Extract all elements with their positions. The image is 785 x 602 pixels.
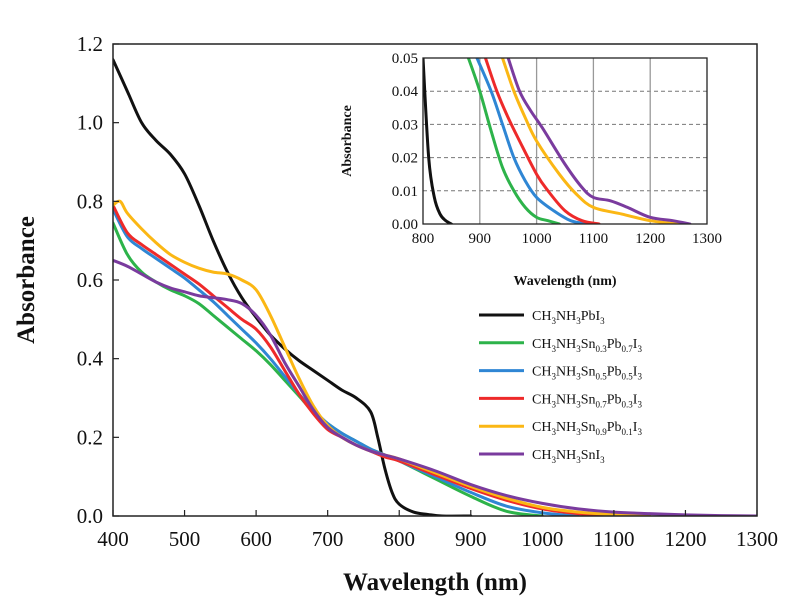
x-tick-label: 800 (383, 527, 415, 551)
y-tick-label: 0.6 (77, 268, 103, 292)
legend-label: CH3NH3Sn0.5Pb0.5I3 (532, 365, 642, 382)
x-tick-label: 1100 (593, 527, 634, 551)
x-tick-label: 1000 (521, 527, 563, 551)
inset-x-tick-label: 800 (412, 231, 435, 247)
y-tick-label: 0.0 (77, 504, 103, 528)
main-series-5 (113, 199, 652, 516)
inset-series-4 (483, 58, 601, 224)
x-tick-label: 700 (312, 527, 344, 551)
inset-x-axis-title: Wavelength (nm) (513, 274, 616, 289)
y-tick-label: 0.2 (77, 425, 103, 449)
inset-series-5 (501, 58, 681, 224)
x-tick-label: 1200 (664, 527, 706, 551)
x-tick-label: 600 (240, 527, 272, 551)
y-tick-label: 1.2 (77, 32, 103, 56)
inset-series-2 (466, 58, 561, 224)
inset-y-tick-label: 0.00 (392, 217, 418, 233)
inset-y-tick-label: 0.04 (392, 84, 419, 100)
inset-series-3 (475, 58, 590, 224)
legend-label: CH3NH3Sn0.7Pb0.3I3 (532, 392, 642, 409)
x-tick-label: 500 (169, 527, 201, 551)
legend-label: CH3NH3Sn0.3Pb0.7I3 (532, 337, 642, 354)
inset-x-tick-label: 1000 (522, 231, 552, 247)
inset-x-tick-label: 900 (469, 231, 492, 247)
inset-y-tick-label: 0.02 (392, 151, 418, 167)
x-tick-label: 900 (455, 527, 487, 551)
y-axis-title: Absorbance (13, 216, 40, 344)
legend: CH3NH3PbI3 CH3NH3Sn0.3Pb0.7I3 CH3NH3Sn0.5P… (479, 309, 642, 465)
inset-y-tick-label: 0.01 (392, 184, 418, 200)
legend-label: CH3NH3SnI3 (532, 448, 605, 465)
legend-label: CH3NH3PbI3 (532, 309, 605, 326)
inset-background (423, 58, 707, 224)
main-series-1 (113, 58, 473, 516)
inset-plot: 800 900 1000 1100 1200 1300 0.00 0.01 0.02 0.03 0.… (340, 51, 722, 289)
main-series-4 (113, 203, 616, 516)
inset-x-tick-label: 1300 (692, 231, 722, 247)
inset-y-tick-label: 0.03 (392, 117, 418, 133)
main-plot: 400 500 600 700 800 900 1000 1100 1200 1300 0.0 0.2… (13, 32, 778, 596)
x-tick-label: 1300 (736, 527, 778, 551)
x-tick-label: 400 (97, 527, 129, 551)
x-axis-title: Wavelength (nm) (343, 569, 527, 596)
main-series-2 (113, 221, 544, 516)
inset-x-tick-label: 1200 (635, 231, 665, 247)
inset-series-6 (506, 58, 692, 224)
inset-y-tick-label: 0.05 (392, 51, 418, 67)
main-series-3 (113, 207, 580, 516)
inset-y-axis-title: Absorbance (340, 105, 355, 177)
main-series-6 (113, 258, 757, 516)
inset-x-tick-label: 1100 (579, 231, 608, 247)
y-tick-label: 0.8 (77, 189, 103, 213)
inset-series-1 (423, 58, 453, 224)
inset-frame (422, 57, 708, 225)
y-tick-label: 0.4 (77, 347, 104, 371)
y-tick-label: 1.0 (77, 111, 103, 135)
legend-label: CH3NH3Sn0.9Pb0.1I3 (532, 420, 642, 437)
